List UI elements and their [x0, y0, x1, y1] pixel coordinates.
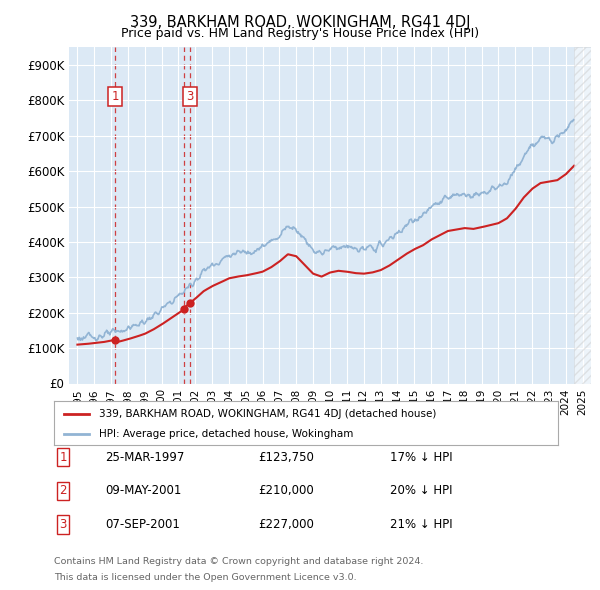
Text: £227,000: £227,000	[258, 518, 314, 531]
Text: 20% ↓ HPI: 20% ↓ HPI	[390, 484, 452, 497]
Text: Contains HM Land Registry data © Crown copyright and database right 2024.: Contains HM Land Registry data © Crown c…	[54, 557, 424, 566]
Text: 07-SEP-2001: 07-SEP-2001	[105, 518, 180, 531]
Text: £210,000: £210,000	[258, 484, 314, 497]
Text: £123,750: £123,750	[258, 451, 314, 464]
Text: 09-MAY-2001: 09-MAY-2001	[105, 484, 181, 497]
Text: This data is licensed under the Open Government Licence v3.0.: This data is licensed under the Open Gov…	[54, 572, 356, 582]
Text: 17% ↓ HPI: 17% ↓ HPI	[390, 451, 452, 464]
Text: 1: 1	[59, 451, 67, 464]
Text: 25-MAR-1997: 25-MAR-1997	[105, 451, 184, 464]
Text: 3: 3	[186, 90, 194, 103]
Text: 339, BARKHAM ROAD, WOKINGHAM, RG41 4DJ (detached house): 339, BARKHAM ROAD, WOKINGHAM, RG41 4DJ (…	[100, 409, 437, 418]
Text: HPI: Average price, detached house, Wokingham: HPI: Average price, detached house, Woki…	[100, 430, 354, 440]
Text: 3: 3	[59, 518, 67, 531]
Text: Price paid vs. HM Land Registry's House Price Index (HPI): Price paid vs. HM Land Registry's House …	[121, 27, 479, 40]
Text: 1: 1	[111, 90, 119, 103]
Text: 21% ↓ HPI: 21% ↓ HPI	[390, 518, 452, 531]
Text: 339, BARKHAM ROAD, WOKINGHAM, RG41 4DJ: 339, BARKHAM ROAD, WOKINGHAM, RG41 4DJ	[130, 15, 470, 30]
Text: 2: 2	[59, 484, 67, 497]
Bar	[574, 47, 591, 384]
